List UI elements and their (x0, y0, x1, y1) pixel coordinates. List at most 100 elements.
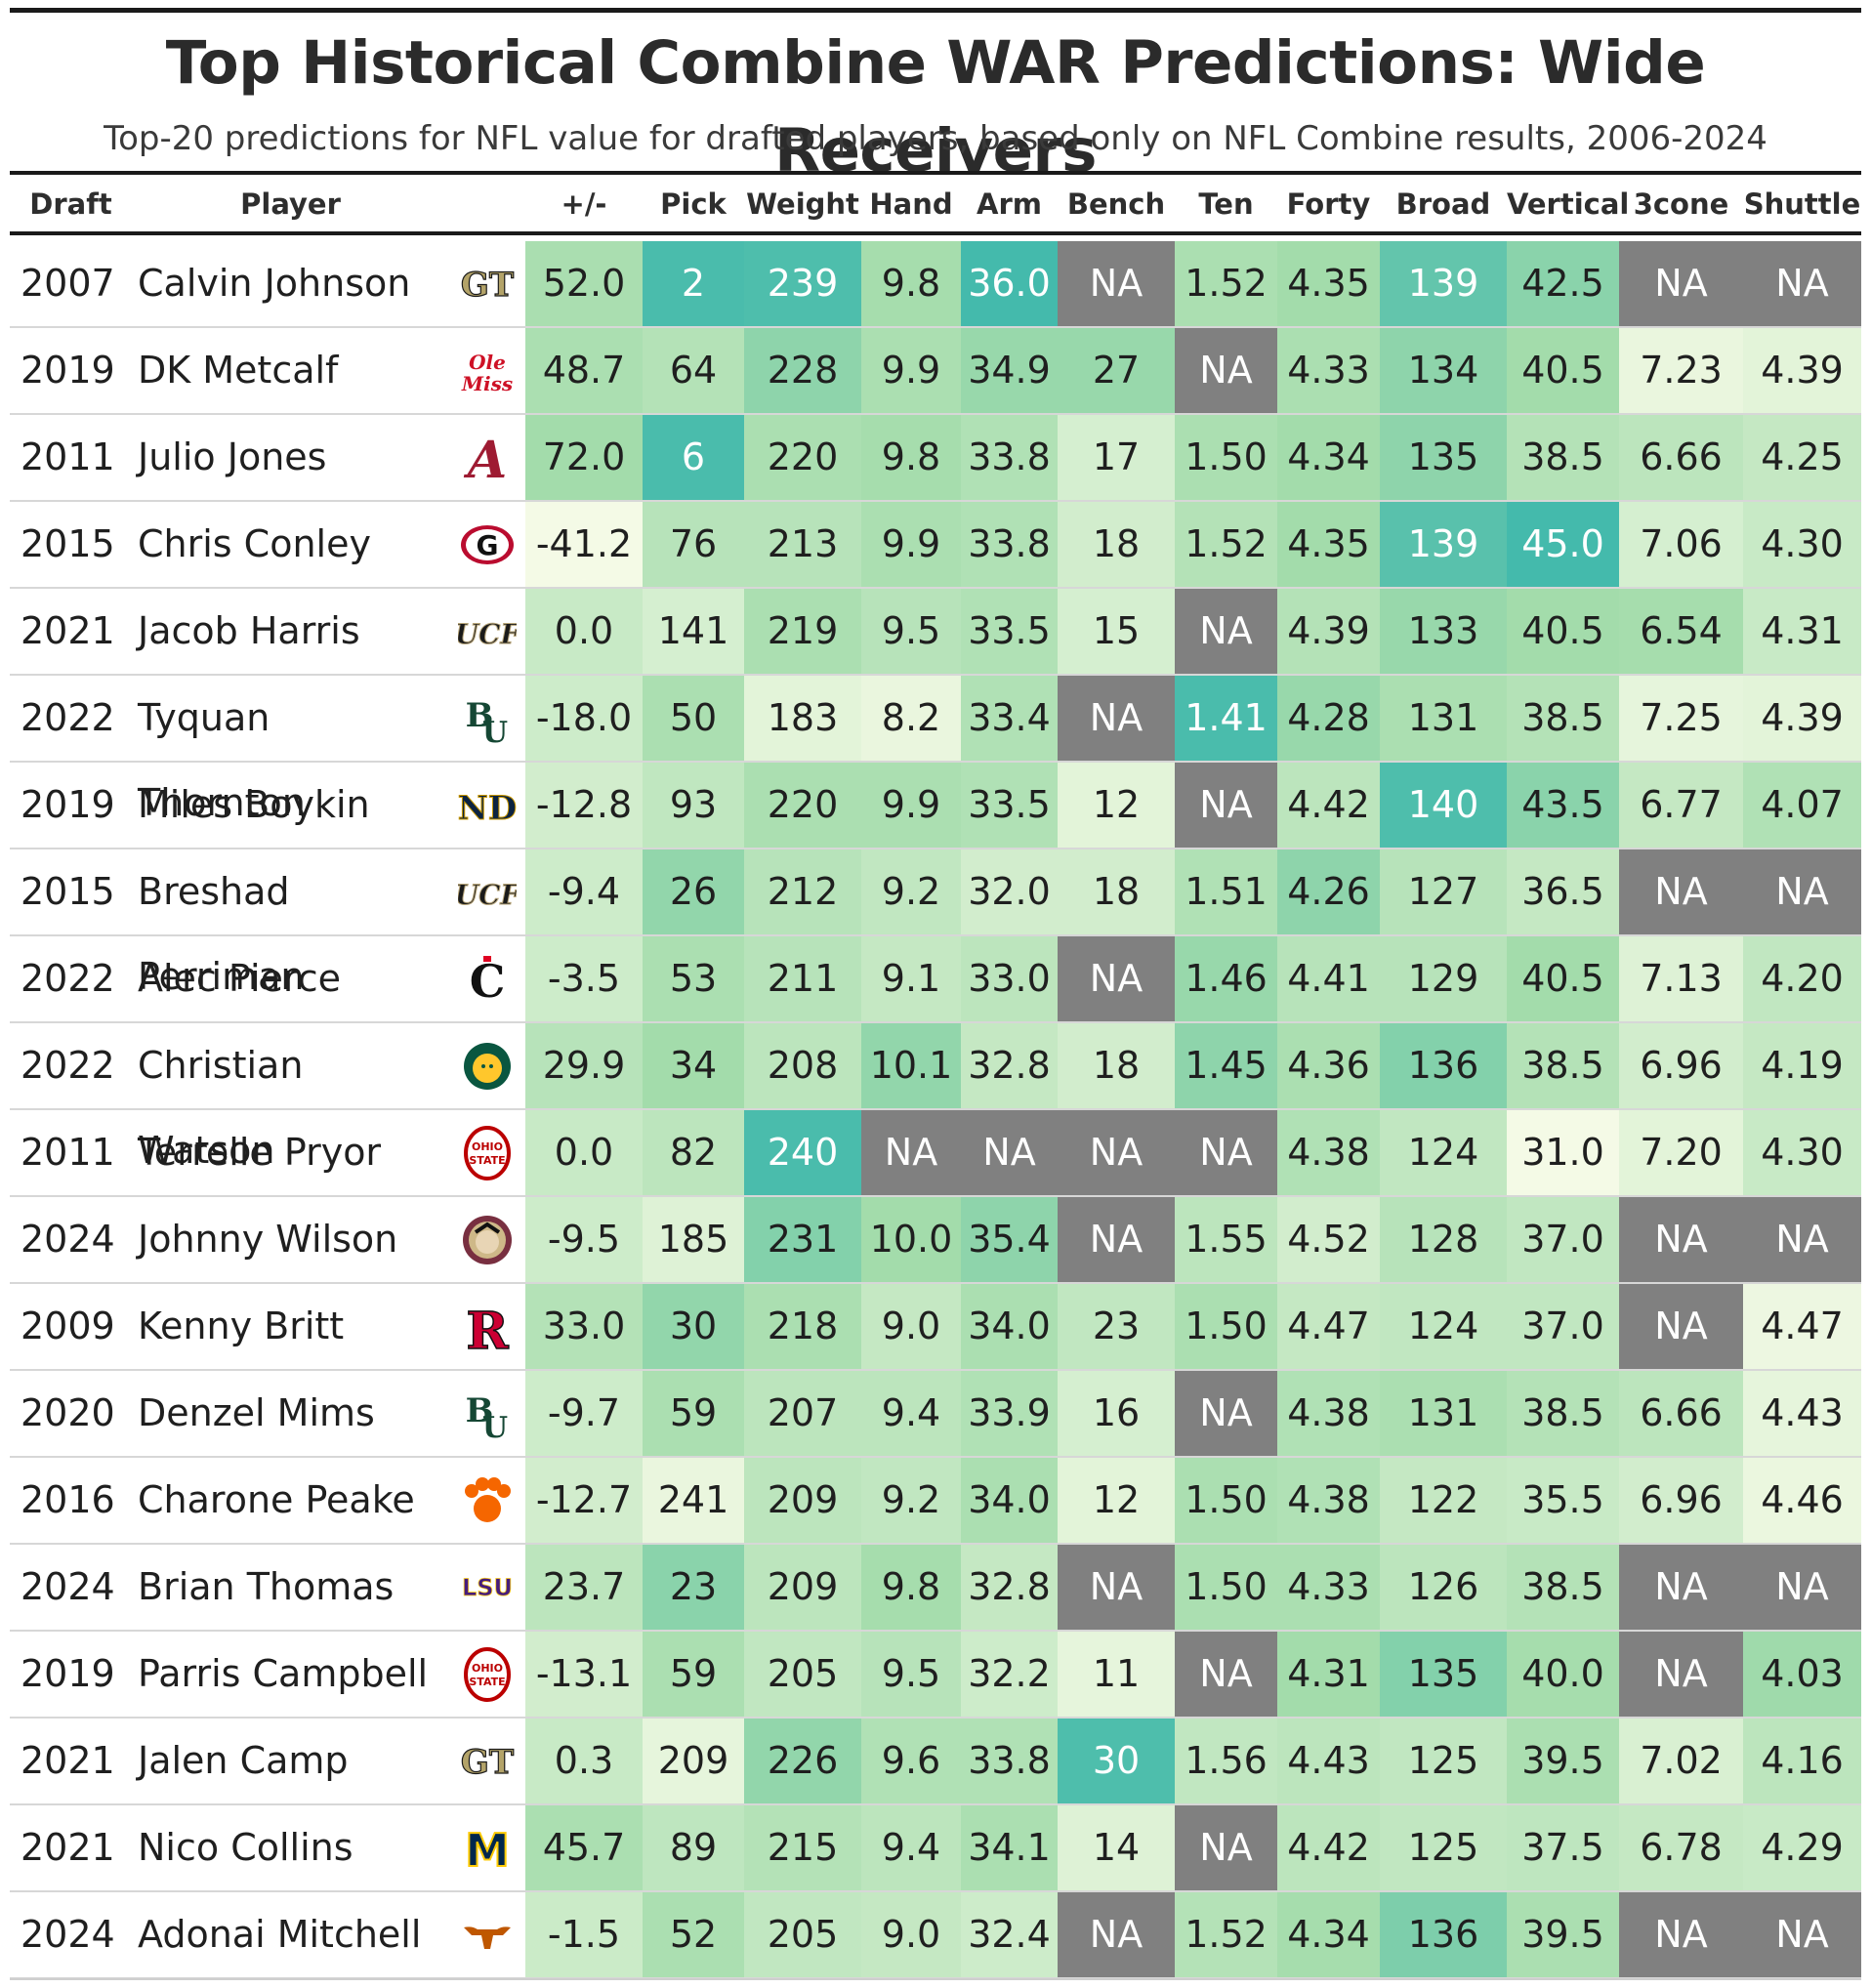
metric-cell-3cone: 7.20 (1619, 1110, 1743, 1195)
metric-cell-ten: 1.55 (1175, 1197, 1277, 1282)
metric-cell-broad: 135 (1380, 415, 1507, 500)
metric-cell-arm: 33.8 (961, 502, 1058, 587)
metric-cell-broad: 131 (1380, 1371, 1507, 1456)
metric-cell-pick: 34 (643, 1023, 744, 1108)
metric-cell-3cone: 6.96 (1619, 1023, 1743, 1108)
svg-text:OHIO: OHIO (472, 1662, 503, 1675)
metric-cell-forty: 4.31 (1277, 1632, 1380, 1717)
metric-cell-hand: 9.5 (861, 589, 961, 674)
metric-cell-vertical: 38.5 (1507, 1545, 1619, 1630)
metric-cell-vertical: 38.5 (1507, 676, 1619, 761)
ohio-state-logo: OHIO STATE (449, 1110, 525, 1195)
metric-cell-forty: 4.36 (1277, 1023, 1380, 1108)
draft-year: 2021 (21, 1739, 115, 1782)
metric-cell-plus-minus: -18.0 (525, 676, 643, 761)
metric-cell-vertical: 38.5 (1507, 1023, 1619, 1108)
metric-cell-arm: 33.5 (961, 763, 1058, 848)
draft-year: 2022 (21, 1044, 115, 1087)
metric-cell-hand: 9.2 (861, 1458, 961, 1543)
table-row: 2024 Brian Thomas LSU 23.7 23 209 9.8 32.8 NA 1.5… (10, 1545, 1861, 1632)
metric-cell-shuttle: 4.43 (1743, 1371, 1861, 1456)
metric-cell-plus-minus: 48.7 (525, 328, 643, 413)
metric-cell-pick: 30 (643, 1284, 744, 1369)
player-name: Nico Collins (138, 1826, 353, 1869)
metric-cell-hand: 10.1 (861, 1023, 961, 1108)
metric-cell-plus-minus: -3.5 (525, 936, 643, 1021)
metric-cell-bench: NA (1058, 936, 1175, 1021)
north-dakota-state-logo (449, 1023, 525, 1108)
metric-cell-pick: 23 (643, 1545, 744, 1630)
table-row: 2015 Breshad Perriman UCF -9.4 26 212 9.2 32.0 1… (10, 849, 1861, 998)
metric-cell-broad: 131 (1380, 676, 1507, 761)
texas-logo (449, 1892, 525, 1977)
svg-text:A: A (463, 431, 507, 487)
metric-cell-ten: 1.46 (1175, 936, 1277, 1021)
metric-cell-3cone: NA (1619, 849, 1743, 934)
svg-text:U: U (482, 1411, 508, 1443)
metric-cell-ten: 1.51 (1175, 849, 1277, 934)
georgia-tech-logo: GT (449, 1719, 525, 1803)
metric-cell-weight: 208 (744, 1023, 861, 1108)
metric-cell-plus-minus: -9.5 (525, 1197, 643, 1282)
draft-year: 2015 (21, 522, 115, 565)
metric-cell-forty: 4.41 (1277, 936, 1380, 1021)
metric-cell-shuttle: 4.20 (1743, 936, 1861, 1021)
metric-cell-shuttle: NA (1743, 1545, 1861, 1630)
chart-title: Top Historical Combine WAR Predictions: … (165, 28, 1706, 186)
metric-cell-hand: 9.0 (861, 1284, 961, 1369)
metric-cell-3cone: NA (1619, 1284, 1743, 1369)
player-name: Denzel Mims (138, 1391, 375, 1434)
metric-cell-plus-minus: -12.8 (525, 763, 643, 848)
metric-cell-pick: 82 (643, 1110, 744, 1195)
metric-cell-pick: 6 (643, 415, 744, 500)
metric-cell-3cone: NA (1619, 1545, 1743, 1630)
metric-cell-ten: 1.41 (1175, 676, 1277, 761)
metric-cell-shuttle: 4.46 (1743, 1458, 1861, 1543)
metric-cell-shuttle: 4.30 (1743, 1110, 1861, 1195)
table-row: 2007 Calvin Johnson GT 52.0 2 239 9.8 36.0 NA 1.5… (10, 241, 1861, 328)
metric-cell-bench: 27 (1058, 328, 1175, 413)
war-table: Draft Player +/- Pick Weight Hand Arm Bench Ten F… (10, 171, 1861, 1979)
metric-cell-vertical: 40.0 (1507, 1632, 1619, 1717)
metric-cell-pick: 76 (643, 502, 744, 587)
metric-cell-weight: 207 (744, 1371, 861, 1456)
metric-cell-broad: 124 (1380, 1284, 1507, 1369)
metric-cell-shuttle: 4.16 (1743, 1719, 1861, 1803)
metric-cell-3cone: 6.78 (1619, 1805, 1743, 1890)
metric-cell-bench: 30 (1058, 1719, 1175, 1803)
ohio-state-logo: OHIO STATE (449, 1632, 525, 1717)
metric-cell-vertical: 40.5 (1507, 936, 1619, 1021)
metric-cell-weight: 213 (744, 502, 861, 587)
metric-cell-arm: 33.5 (961, 589, 1058, 674)
metric-cell-pick: 59 (643, 1632, 744, 1717)
michigan-logo: M (449, 1805, 525, 1890)
metric-cell-pick: 26 (643, 849, 744, 934)
metric-cell-weight: 215 (744, 1805, 861, 1890)
metric-cell-pick: 50 (643, 676, 744, 761)
top-rule (10, 8, 1861, 13)
metric-cell-forty: 4.42 (1277, 763, 1380, 848)
table-row: 2021 Jacob Harris UCF 0.0 141 219 9.5 33.5 15 NA 4… (10, 589, 1861, 676)
svg-text:B: B (466, 696, 494, 735)
metric-cell-pick: 241 (643, 1458, 744, 1543)
metric-cell-arm: 32.8 (961, 1545, 1058, 1630)
metric-cell-bench: 23 (1058, 1284, 1175, 1369)
bottom-rule (10, 1978, 1861, 1980)
column-header-weight: Weight (746, 187, 859, 221)
metric-cell-bench: 18 (1058, 849, 1175, 934)
player-name: Miles Boykin (138, 783, 370, 826)
metric-cell-shuttle: 4.39 (1743, 328, 1861, 413)
notre-dame-logo: ND (449, 763, 525, 848)
svg-text:Miss: Miss (461, 372, 513, 395)
metric-cell-plus-minus: -41.2 (525, 502, 643, 587)
metric-cell-shuttle: NA (1743, 1197, 1861, 1282)
metric-cell-weight: 212 (744, 849, 861, 934)
draft-year: 2022 (21, 696, 115, 739)
metric-cell-3cone: NA (1619, 1632, 1743, 1717)
metric-cell-broad: 140 (1380, 763, 1507, 848)
column-header-bench: Bench (1066, 187, 1166, 221)
metric-cell-shuttle: 4.29 (1743, 1805, 1861, 1890)
column-header-shuttle: Shuttle (1743, 187, 1861, 221)
metric-cell-ten: 1.50 (1175, 415, 1277, 500)
